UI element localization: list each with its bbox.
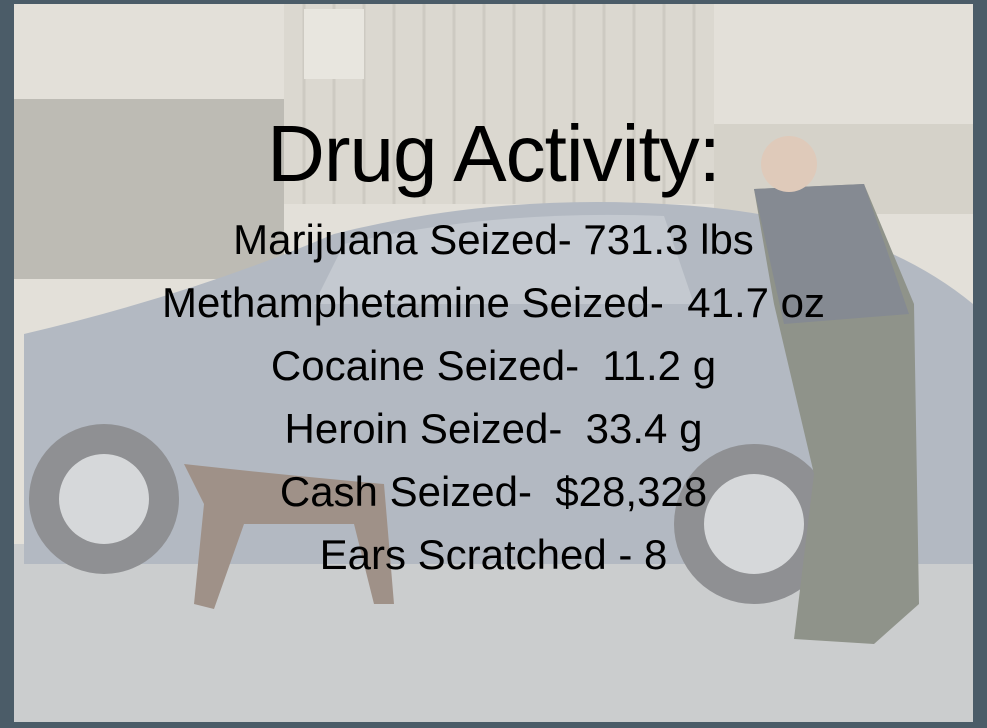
stat-line: Cocaine Seized- 11.2 g xyxy=(14,338,973,394)
stat-line: Cash Seized- $28,328 xyxy=(14,464,973,520)
stat-line: Marijuana Seized- 731.3 lbs xyxy=(14,212,973,268)
stat-line: Methamphetamine Seized- 41.7 oz xyxy=(14,275,973,331)
stat-line: Ears Scratched - 8 xyxy=(14,527,973,583)
slide-title: Drug Activity: xyxy=(14,104,973,204)
slide-text: Drug Activity: Marijuana Seized- 731.3 l… xyxy=(14,4,973,722)
stat-line: Heroin Seized- 33.4 g xyxy=(14,401,973,457)
slide: Drug Activity: Marijuana Seized- 731.3 l… xyxy=(0,0,987,728)
